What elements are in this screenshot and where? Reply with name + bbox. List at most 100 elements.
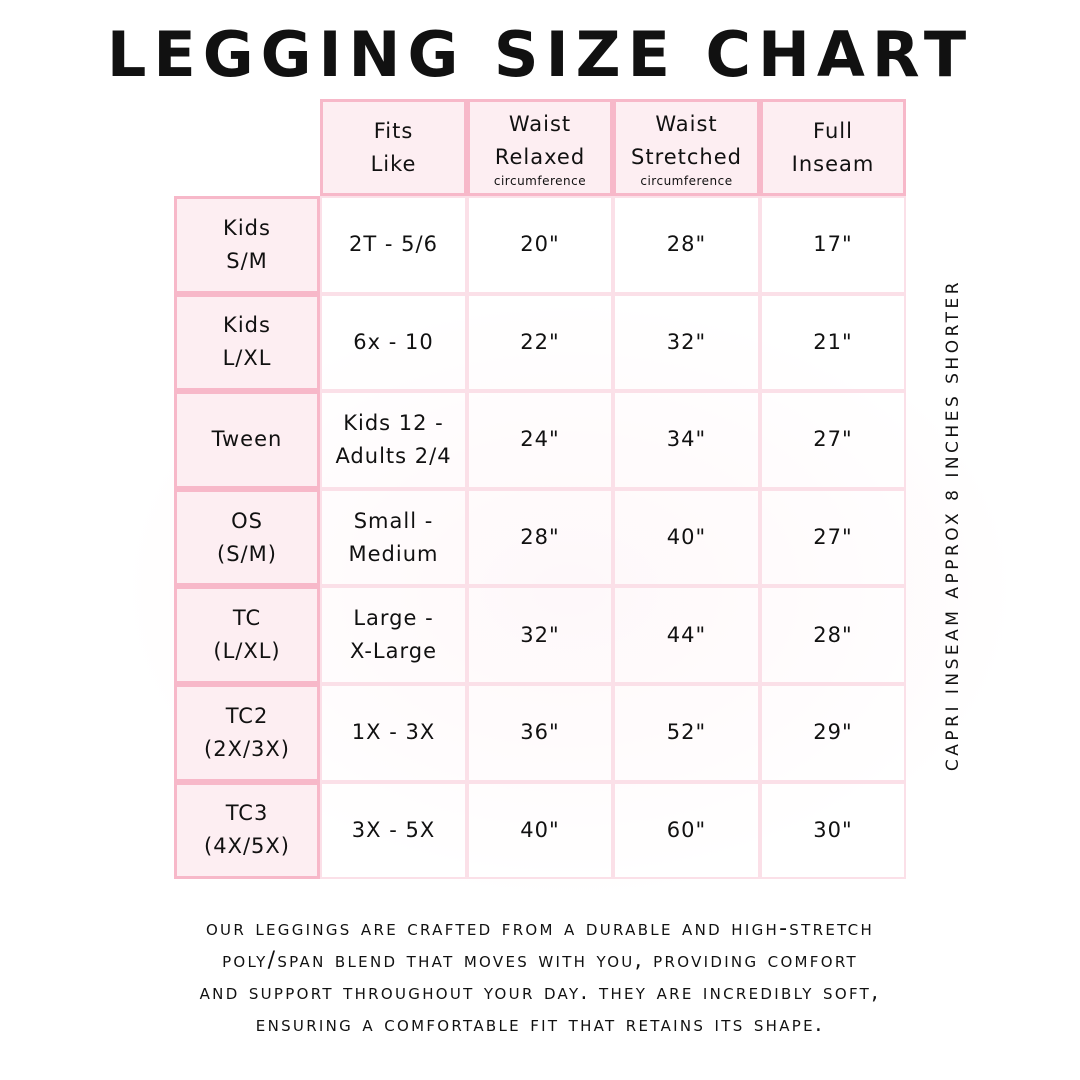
table-cell: Large - X-Large	[320, 586, 467, 684]
cell-text: (2X/3X)	[204, 736, 290, 761]
table-cell: 40"	[467, 781, 613, 880]
description-line: poly/span blend that moves with you, pro…	[222, 948, 858, 973]
cell-text: TC	[232, 606, 262, 631]
cell-text: Waist	[655, 111, 718, 136]
description-line: and support throughout your day. They ar…	[199, 980, 881, 1005]
cell-text: 24"	[520, 427, 560, 452]
cell-text: 6x - 10	[353, 329, 434, 354]
table-cell: 28"	[613, 196, 760, 294]
table-cell: 52"	[613, 684, 760, 782]
cell-text: 27"	[813, 427, 853, 452]
cell-text: Inseam	[791, 151, 875, 176]
table-cell: 40"	[613, 488, 760, 587]
header-subtitle: circumference	[640, 173, 733, 188]
table-cell: 32"	[613, 293, 760, 392]
cell-text: 27"	[813, 525, 853, 550]
table-cell: 29"	[760, 684, 906, 782]
column-header: Waist Relaxed circumference	[467, 99, 613, 196]
table-cell: 1X - 3X	[320, 684, 467, 782]
cell-text: 36"	[520, 720, 560, 745]
cell-text: OS	[231, 508, 263, 533]
cell-text: 34"	[666, 427, 707, 452]
cell-text: 21"	[813, 329, 853, 354]
cell-text: 28"	[813, 622, 853, 647]
cell-text: Waist	[508, 111, 572, 136]
cell-text: X-Large	[349, 639, 437, 664]
table-cell: 28"	[467, 488, 613, 587]
table-cell: 60"	[613, 781, 760, 880]
row-header: Kids L/XL	[174, 293, 320, 392]
description-line: Our leggings are crafted from a durable …	[205, 916, 875, 941]
description: Our leggings are crafted from a durable …	[0, 913, 1080, 1041]
cell-text: 28"	[520, 525, 560, 550]
cell-text: Kids 12 -	[343, 410, 444, 435]
row-header: TC3 (4X/5X)	[174, 781, 320, 880]
table-cell: Small - Medium	[320, 488, 467, 587]
capri-note: CAPRI INSEAM APPROX 8 INCHES SHORTER	[943, 278, 963, 772]
cell-text: Large -	[353, 606, 434, 631]
cell-text: 1X - 3X	[351, 720, 436, 745]
table-cell: 27"	[760, 488, 906, 587]
row-header: TC2 (2X/3X)	[174, 684, 320, 782]
cell-text: 40"	[666, 525, 707, 550]
cell-text: 3X - 5X	[351, 817, 436, 842]
cell-text: 17"	[813, 232, 853, 257]
table-cell: 28"	[760, 586, 906, 684]
cell-text: (4X/5X)	[204, 834, 290, 859]
table-cell: 22"	[467, 293, 613, 392]
table-cell: 17"	[760, 196, 906, 294]
table-cell: 21"	[760, 293, 906, 392]
cell-text: TC3	[225, 801, 269, 826]
cell-text: 2T - 5/6	[349, 232, 438, 257]
description-line: ensuring a comfortable fit that retains …	[255, 1012, 825, 1037]
cell-text: (L/XL)	[213, 639, 281, 664]
column-header: Fits Like	[320, 99, 467, 196]
table-cell: 20"	[467, 196, 613, 294]
cell-text: L/XL	[222, 346, 272, 371]
cell-text: Stretched	[631, 144, 742, 169]
cell-text: 40"	[520, 817, 560, 842]
page-title: LEGGING SIZE CHART	[106, 18, 974, 91]
table-cell: 34"	[613, 391, 760, 489]
row-header: Tween	[174, 391, 320, 489]
cell-text: 32"	[520, 622, 560, 647]
table-cell: 2T - 5/6	[320, 196, 467, 294]
cell-text: (S/M)	[217, 541, 277, 566]
cell-text: Small -	[353, 508, 434, 533]
cell-text: Kids	[223, 313, 271, 338]
cell-text: Full	[813, 118, 853, 143]
cell-text: Kids	[223, 215, 271, 240]
column-header: Waist Stretched circumference	[613, 99, 760, 196]
table-cell: 24"	[467, 391, 613, 489]
row-header: Kids S/M	[174, 196, 320, 294]
row-header: OS (S/M)	[174, 488, 320, 587]
table-cell: 32"	[467, 586, 613, 684]
row-header: TC (L/XL)	[174, 586, 320, 684]
cell-text: 22"	[520, 329, 560, 354]
cell-text: 28"	[666, 232, 707, 257]
table-cell: 36"	[467, 684, 613, 782]
table-cell: 6x - 10	[320, 293, 467, 392]
column-header: Full Inseam	[760, 99, 906, 196]
cell-text: Fits	[373, 118, 414, 143]
cell-text: 52"	[666, 720, 707, 745]
cell-text: Like	[370, 151, 417, 176]
cell-text: 20"	[520, 232, 560, 257]
cell-text: Relaxed	[494, 144, 586, 169]
header-subtitle: circumference	[493, 173, 587, 188]
cell-text: Medium	[348, 541, 439, 566]
cell-text: S/M	[226, 248, 268, 273]
table-cell: 3X - 5X	[320, 781, 467, 880]
table-cell: 30"	[760, 781, 906, 880]
cell-text: TC2	[225, 703, 269, 728]
cell-text: 60"	[666, 817, 707, 842]
cell-text: 44"	[666, 622, 707, 647]
cell-text: 30"	[813, 817, 853, 842]
cell-text: Tween	[211, 427, 283, 452]
cell-text: 29"	[813, 720, 853, 745]
table-cell: 44"	[613, 586, 760, 684]
table-cell: 27"	[760, 391, 906, 489]
table-cell: Kids 12 - Adults 2/4	[320, 391, 467, 489]
cell-text: Adults 2/4	[335, 443, 452, 468]
cell-text: 32"	[666, 329, 707, 354]
